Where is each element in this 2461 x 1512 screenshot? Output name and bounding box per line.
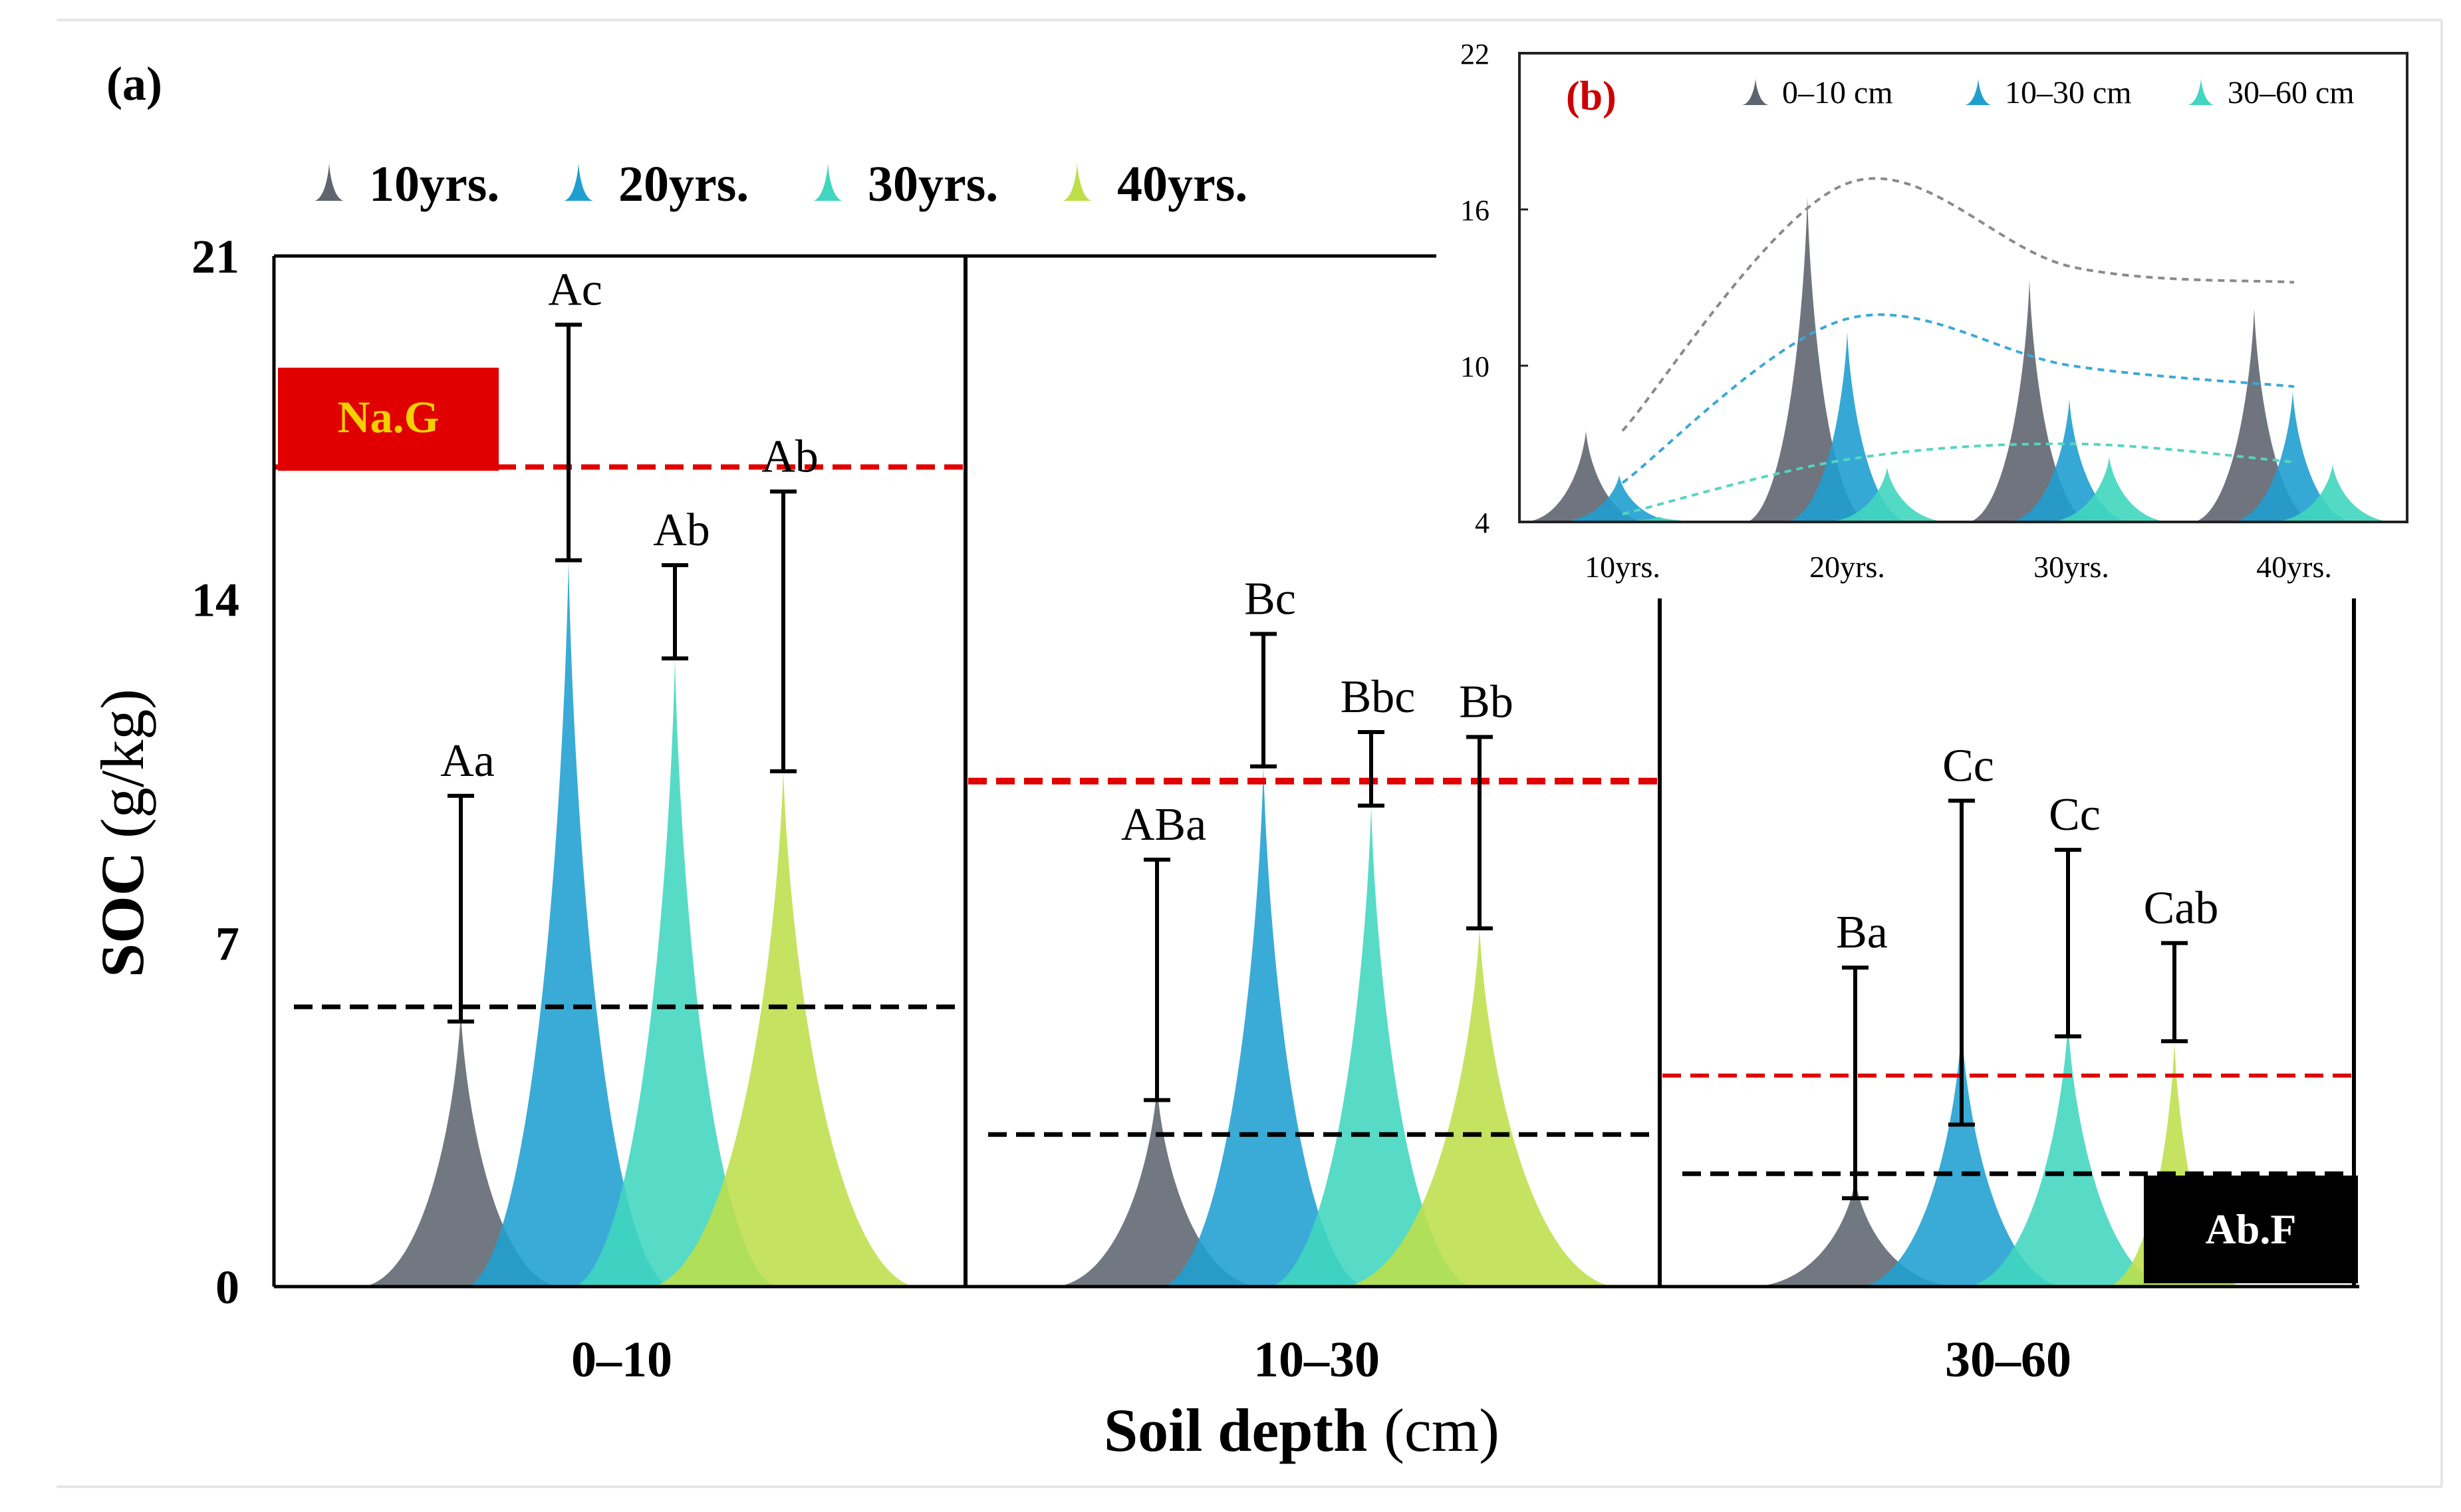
legend-b-label-1: 0–10 cm <box>1782 75 1893 110</box>
a-group-label: 10–30 <box>1253 1332 1380 1388</box>
b-x-label: 20yrs. <box>1809 550 1885 584</box>
a-spike-3-1 <box>1755 1178 1955 1287</box>
b-spike-1-2 <box>1559 475 1679 522</box>
b-x-label: 10yrs. <box>1585 550 1660 584</box>
b-x-label: 40yrs. <box>2256 550 2332 584</box>
a-y-axis-title-unit: (g/kg) <box>88 689 156 838</box>
a-letter-3-2: Cc <box>1942 740 1994 791</box>
a-group-label: 30–60 <box>1945 1332 2071 1388</box>
b-y-tick-label: 4 <box>1475 507 1490 539</box>
legend-a-marker-4 <box>1063 163 1092 201</box>
a-y-tick-label: 21 <box>192 230 239 283</box>
a-letter-3-4: Cab <box>2144 882 2219 934</box>
b-y-tick-label: 10 <box>1460 350 1490 383</box>
a-spike-1-3 <box>575 658 775 1287</box>
a-x-axis-title-unit: (cm) <box>1384 1396 1499 1464</box>
b-y-tick-label: 16 <box>1460 194 1490 227</box>
a-y-axis-title: SOC (g/kg) <box>88 689 156 977</box>
b-spike-4-1 <box>2194 308 2314 522</box>
a-letter-1-1: Aa <box>440 735 495 787</box>
legend-b-marker-3 <box>2188 78 2214 105</box>
legend-a-marker-2 <box>564 163 593 201</box>
na-g-box <box>278 368 499 471</box>
b-spike-2-3 <box>1827 467 1947 522</box>
b-spike-1-3 <box>1599 517 1719 522</box>
legend-b-label-2: 10–30 cm <box>2005 75 2132 110</box>
a-y-tick-label: 0 <box>215 1261 239 1314</box>
a-spike-3-2 <box>1862 1026 2061 1287</box>
a-plot-area <box>364 560 2241 1287</box>
legend-b-label-3: 30–60 cm <box>2228 75 2355 110</box>
a-y-axis-title-main: SOC <box>88 852 156 977</box>
a-letter-3-1: Ba <box>1836 907 1888 958</box>
panel-a: (a) 10yrs. 20yrs. 30yrs. 40yrs. Aa Ac Ab Ab ABa… <box>88 57 2359 1464</box>
na-g-label: Na.G <box>338 392 440 442</box>
a-y-ticks: 0 7 14 21 <box>192 230 239 1314</box>
legend-a-label-3: 30yrs. <box>868 156 998 212</box>
a-letter-2-2: Bc <box>1244 573 1296 624</box>
a-spike-1-4 <box>654 771 913 1287</box>
b-trend-line-1 <box>1621 177 2295 432</box>
b-y-tick-label: 22 <box>1460 38 1490 70</box>
b-frame <box>1518 52 2408 523</box>
b-x-labels: 10yrs. 20yrs. 30yrs. 40yrs. <box>1585 550 2332 584</box>
a-group-label: 0–10 <box>571 1332 672 1388</box>
a-x-axis-title-main: Soil depth <box>1104 1396 1367 1464</box>
panel-a-label: (a) <box>106 57 162 110</box>
legend-a-marker-3 <box>813 163 842 201</box>
legend-b: 0–10 cm 10–30 cm 30–60 cm <box>1742 75 2355 110</box>
a-y-tick-label: 7 <box>215 917 239 970</box>
a-error-bars <box>448 322 2188 1201</box>
ab-f-box <box>2144 1176 2358 1283</box>
b-spike-4-2 <box>2233 392 2353 522</box>
a-letter-2-4: Bb <box>1459 676 1513 727</box>
a-letter-3-3: Cc <box>2049 789 2101 840</box>
a-spike-2-3 <box>1271 805 1471 1287</box>
a-letter-1-3: Ab <box>653 505 710 556</box>
legend-b-marker-2 <box>1965 78 1992 105</box>
b-spike-4-3 <box>2273 464 2393 522</box>
b-spike-2-1 <box>1748 196 1867 522</box>
a-letter-2-1: ABa <box>1121 799 1206 850</box>
ab-f-label: Ab.F <box>2206 1205 2297 1253</box>
b-plot-area <box>1526 196 2393 522</box>
a-spike-1-1 <box>364 1011 557 1287</box>
a-spike-2-1 <box>1057 1085 1257 1287</box>
b-spike-1-1 <box>1526 430 1646 522</box>
b-spike-3-3 <box>2049 457 2169 522</box>
a-x-axis-title: Soil depth (cm) <box>1104 1396 1499 1464</box>
legend-a-label-2: 20yrs. <box>618 156 749 212</box>
a-spike-2-4 <box>1347 928 1613 1287</box>
b-y-ticks: 4 10 16 22 <box>1460 38 1528 539</box>
a-spike-3-4 <box>2108 1041 2241 1287</box>
legend-a-marker-1 <box>315 163 344 201</box>
panel-b-label: (b) <box>1566 74 1617 119</box>
b-x-label: 30yrs. <box>2033 550 2109 584</box>
b-trend-line-3 <box>1622 442 2295 516</box>
a-letter-1-2: Ac <box>548 264 602 315</box>
b-trend-lines <box>1621 177 2295 516</box>
legend-b-marker-1 <box>1742 78 1769 105</box>
a-spike-2-2 <box>1164 766 1363 1287</box>
a-letter-1-4: Ab <box>761 431 819 482</box>
panel-b: (b) 0–10 cm 10–30 cm 30–60 cm 4 10 16 22 10yr… <box>1436 38 2414 584</box>
legend-a: 10yrs. 20yrs. 30yrs. 40yrs. <box>315 156 1247 212</box>
b-spike-3-2 <box>2009 399 2129 522</box>
legend-a-label-1: 10yrs. <box>369 156 499 212</box>
legend-a-label-4: 40yrs. <box>1117 156 1247 212</box>
a-y-tick-label: 14 <box>192 574 239 627</box>
a-spike-1-2 <box>469 560 668 1287</box>
a-letter-2-3: Bbc <box>1341 672 1416 723</box>
b-trend-line-2 <box>1621 313 2295 484</box>
a-group-labels: 0–10 10–30 30–60 <box>571 1332 2071 1388</box>
a-spike-3-3 <box>1968 1021 2168 1287</box>
b-spike-2-2 <box>1787 332 1907 522</box>
a-significance-letters: Aa Ac Ab Ab ABa Bc Bbc Bb Ba Cc Cc Cab <box>440 264 2218 958</box>
b-spike-3-1 <box>1970 279 2089 522</box>
